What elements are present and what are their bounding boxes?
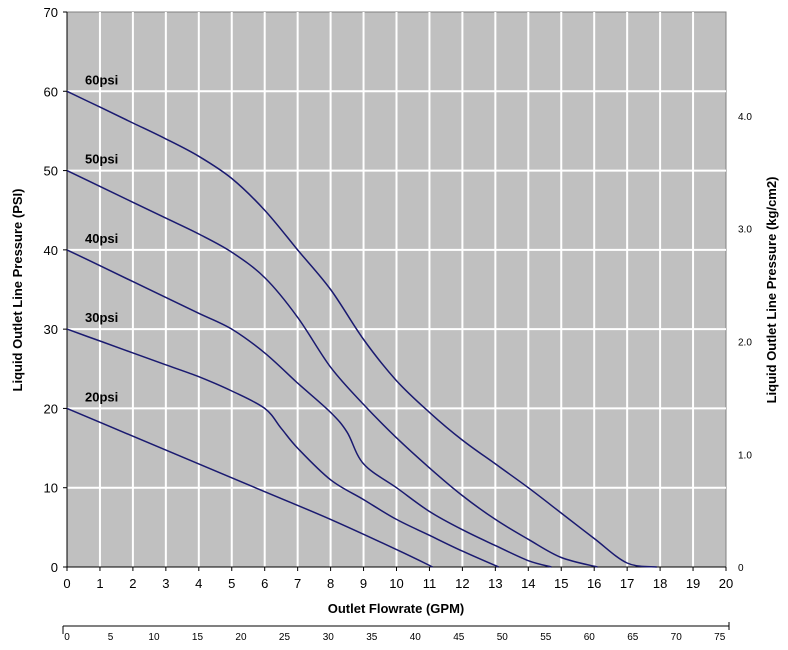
secondary-x-tick-label: 50 — [497, 632, 509, 643]
series-labels: 60psi 50psi 40psi 30psi 20psi — [85, 72, 118, 404]
secondary-x-tick-label: 20 — [235, 632, 247, 643]
y-axis-title: Liquid Outlet Line Pressure (PSI) — [10, 189, 25, 392]
right-tick-label: 4.0 — [738, 112, 752, 123]
secondary-x-tick-label: 75 — [714, 632, 726, 643]
x-tick-label: 8 — [327, 576, 334, 591]
secondary-x-tick-label: 30 — [323, 632, 335, 643]
x-axis-title: Outlet Flowrate (GPM) — [328, 601, 465, 616]
x-tick-label: 6 — [261, 576, 268, 591]
secondary-x-tick-label: 10 — [148, 632, 160, 643]
secondary-x-tick-label: 45 — [453, 632, 465, 643]
series-line-40psi — [66, 249, 552, 568]
x-tick-label: 0 — [63, 576, 70, 591]
secondary-x-tick-label: 25 — [279, 632, 291, 643]
x-tick-label: 17 — [620, 576, 634, 591]
y-tick-label: 70 — [44, 5, 58, 20]
y-tick-label: 50 — [44, 164, 58, 179]
y-tick-label: 60 — [44, 84, 58, 99]
series-label-50psi: 50psi — [85, 152, 118, 167]
series-line-50psi — [66, 169, 598, 568]
secondary-x-tick-label: 0 — [64, 632, 70, 643]
x-tick-label: 7 — [294, 576, 301, 591]
series-label-60psi: 60psi — [85, 72, 118, 87]
x-tick-label: 16 — [587, 576, 601, 591]
y-tick-label: 30 — [44, 322, 58, 337]
x-tick-label: 13 — [488, 576, 502, 591]
x-tick-label: 12 — [455, 576, 469, 591]
series-lines — [66, 90, 657, 568]
right-tick-labels: 0 1.0 2.0 3.0 4.0 — [738, 112, 752, 574]
series-line-30psi — [66, 328, 499, 568]
secondary-x-tick-label: 55 — [540, 632, 552, 643]
y-tick-label: 20 — [44, 401, 58, 416]
secondary-x-tick-label: 70 — [671, 632, 683, 643]
x-tick-label: 19 — [686, 576, 700, 591]
secondary-x-tick-label: 60 — [584, 632, 596, 643]
secondary-x-axis: 0 5 10 15 20 25 30 35 40 45 50 55 60 65 70 75 — [62, 622, 730, 643]
secondary-x-tick-label: 35 — [366, 632, 378, 643]
series-label-30psi: 30psi — [85, 310, 118, 325]
right-tick-label: 2.0 — [738, 337, 752, 348]
secondary-x-tick-label: 5 — [108, 632, 114, 643]
x-tick-label: 18 — [653, 576, 667, 591]
x-tick-label: 11 — [423, 576, 437, 591]
right-tick-label: 3.0 — [738, 225, 752, 236]
y-tick-label: 10 — [44, 481, 58, 496]
right-y-axis-title: Liquid Outlet Line Pressure (kg/cm2) — [764, 177, 779, 404]
secondary-x-tick-label: 65 — [627, 632, 639, 643]
x-tick-labels: 0 1 2 3 4 5 6 7 8 9 10 11 12 13 14 15 16 17 18 19 20 — [63, 567, 733, 591]
secondary-x-tick-label: 40 — [410, 632, 422, 643]
x-tick-label: 1 — [96, 576, 103, 591]
right-tick-label: 1.0 — [738, 450, 752, 461]
y-tick-labels: 0 10 20 30 40 50 60 70 — [44, 5, 67, 575]
x-tick-label: 4 — [195, 576, 202, 591]
y-tick-label: 40 — [44, 243, 58, 258]
x-tick-label: 9 — [360, 576, 367, 591]
x-tick-label: 14 — [521, 576, 535, 591]
y-tick-label: 0 — [51, 560, 58, 575]
x-tick-label: 10 — [389, 576, 403, 591]
grid-lines — [66, 12, 726, 568]
series-line-20psi — [66, 407, 434, 568]
series-label-40psi: 40psi — [85, 231, 118, 246]
x-tick-label: 5 — [228, 576, 235, 591]
x-tick-label: 15 — [554, 576, 568, 591]
right-tick-label: 0 — [738, 563, 744, 574]
series-label-20psi: 20psi — [85, 389, 118, 404]
secondary-x-tick-label: 15 — [192, 632, 204, 643]
x-tick-label: 2 — [129, 576, 136, 591]
x-tick-label: 20 — [719, 576, 733, 591]
series-line-60psi — [66, 90, 657, 568]
x-tick-label: 3 — [162, 576, 169, 591]
